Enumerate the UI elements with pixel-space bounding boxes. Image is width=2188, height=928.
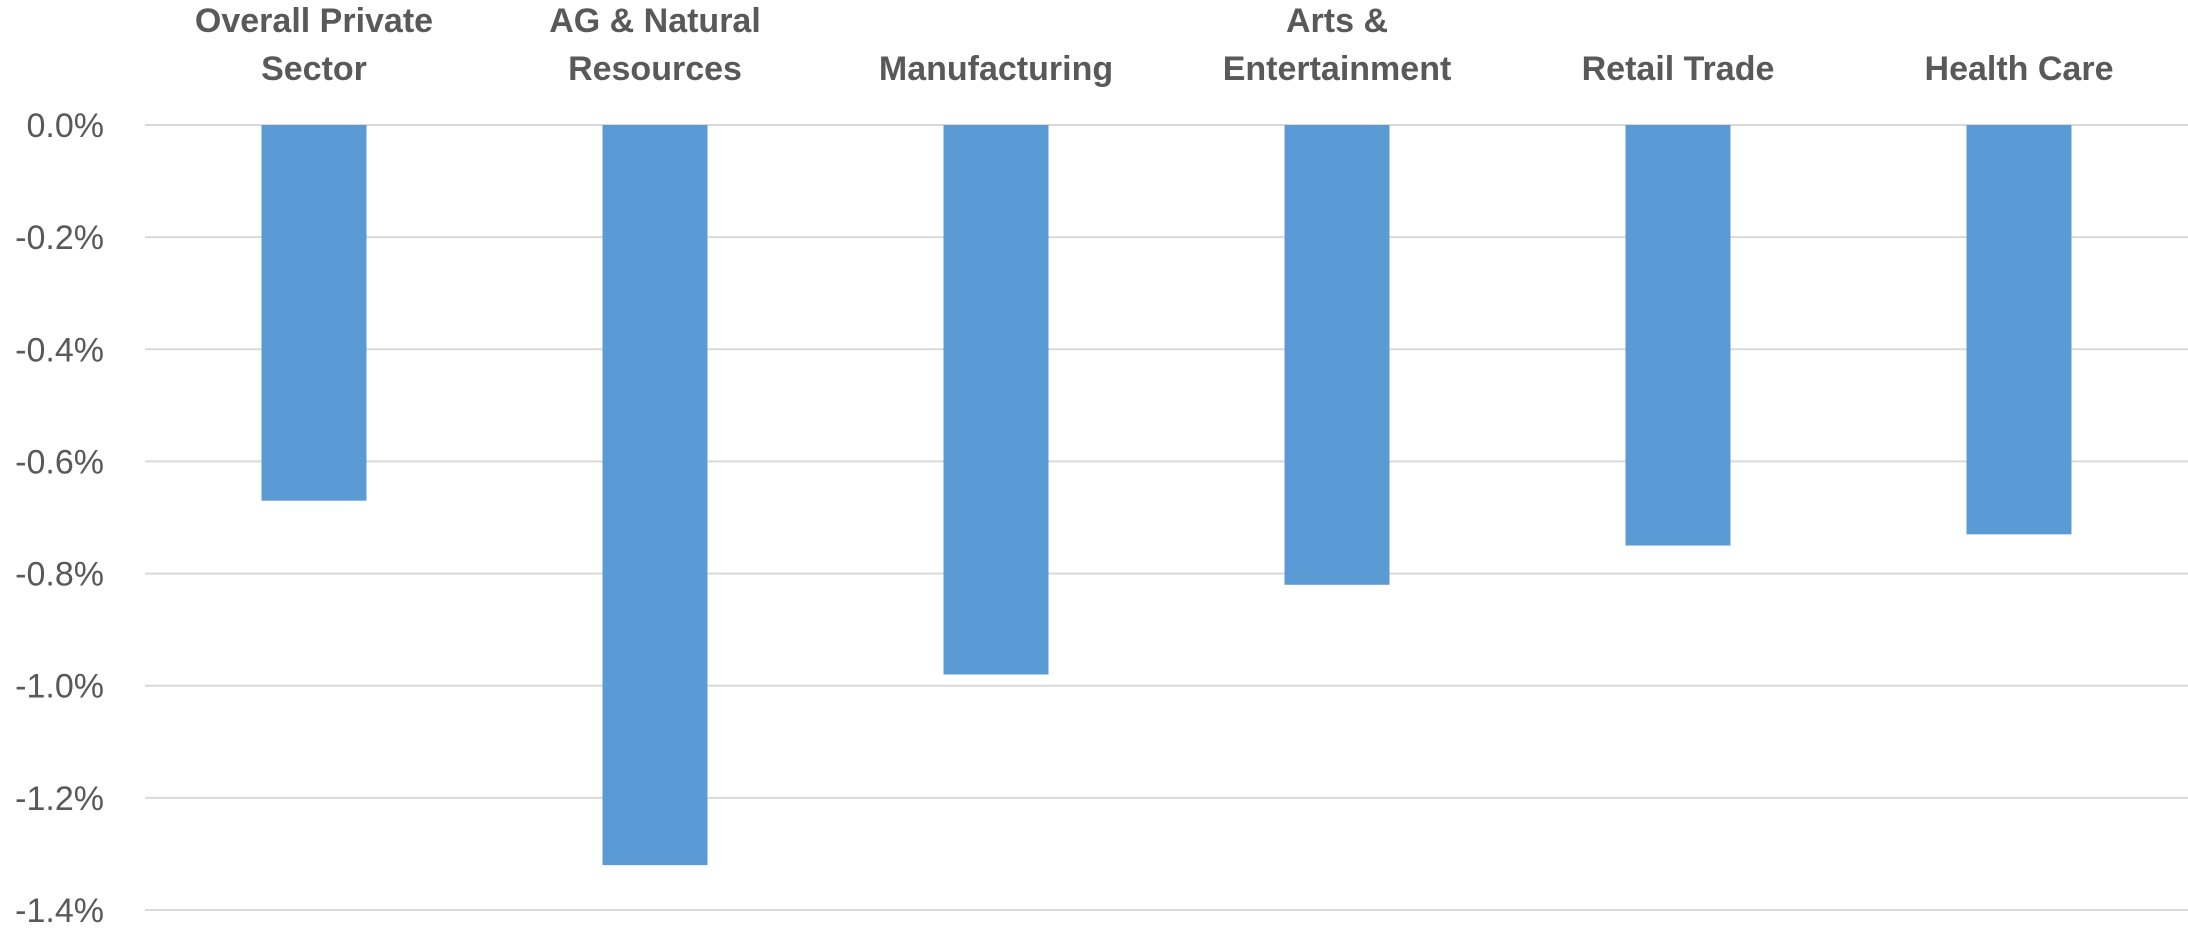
bars <box>261 125 2072 866</box>
y-axis-ticks: 0.0% -0.2% -0.4% -0.6% -0.8% -1.0% -1.2% -1.4% <box>15 107 104 928</box>
category-label-line: Health Care <box>1925 50 2114 88</box>
category-label-line: Overall Private <box>195 2 433 40</box>
category-label-line: Manufacturing <box>879 50 1113 88</box>
category-label: Arts & Entertainment <box>1223 2 1452 88</box>
y-tick-label: -0.6% <box>15 443 104 481</box>
category-label-line: Entertainment <box>1223 50 1452 88</box>
gridlines <box>145 124 2188 911</box>
y-tick-label: 0.0% <box>27 107 105 145</box>
bar <box>1284 125 1390 585</box>
y-tick-label: -0.8% <box>15 556 104 594</box>
y-tick-label: -0.2% <box>15 219 104 257</box>
y-tick-label: -1.4% <box>15 892 104 928</box>
category-label: Health Care <box>1925 50 2114 88</box>
category-label: Retail Trade <box>1582 50 1775 88</box>
y-tick-label: -1.0% <box>15 668 104 706</box>
bar <box>261 125 367 501</box>
category-labels: Overall Private Sector AG & Natural Resourc… <box>195 2 2114 88</box>
bar <box>602 125 708 866</box>
category-label: AG & Natural Resources <box>549 2 761 88</box>
category-label-line: Sector <box>261 50 367 88</box>
category-label-line: Retail Trade <box>1582 50 1775 88</box>
category-label-line: Resources <box>568 50 742 88</box>
bar <box>1966 125 2072 535</box>
y-tick-label: -1.2% <box>15 780 104 818</box>
category-label: Overall Private Sector <box>195 2 433 88</box>
bar <box>1625 125 1731 546</box>
category-label: Manufacturing <box>879 50 1113 88</box>
y-tick-label: -0.4% <box>15 331 104 369</box>
category-label-line: AG & Natural <box>549 2 761 40</box>
category-label-line: Arts & <box>1286 2 1388 40</box>
bar <box>943 125 1049 675</box>
